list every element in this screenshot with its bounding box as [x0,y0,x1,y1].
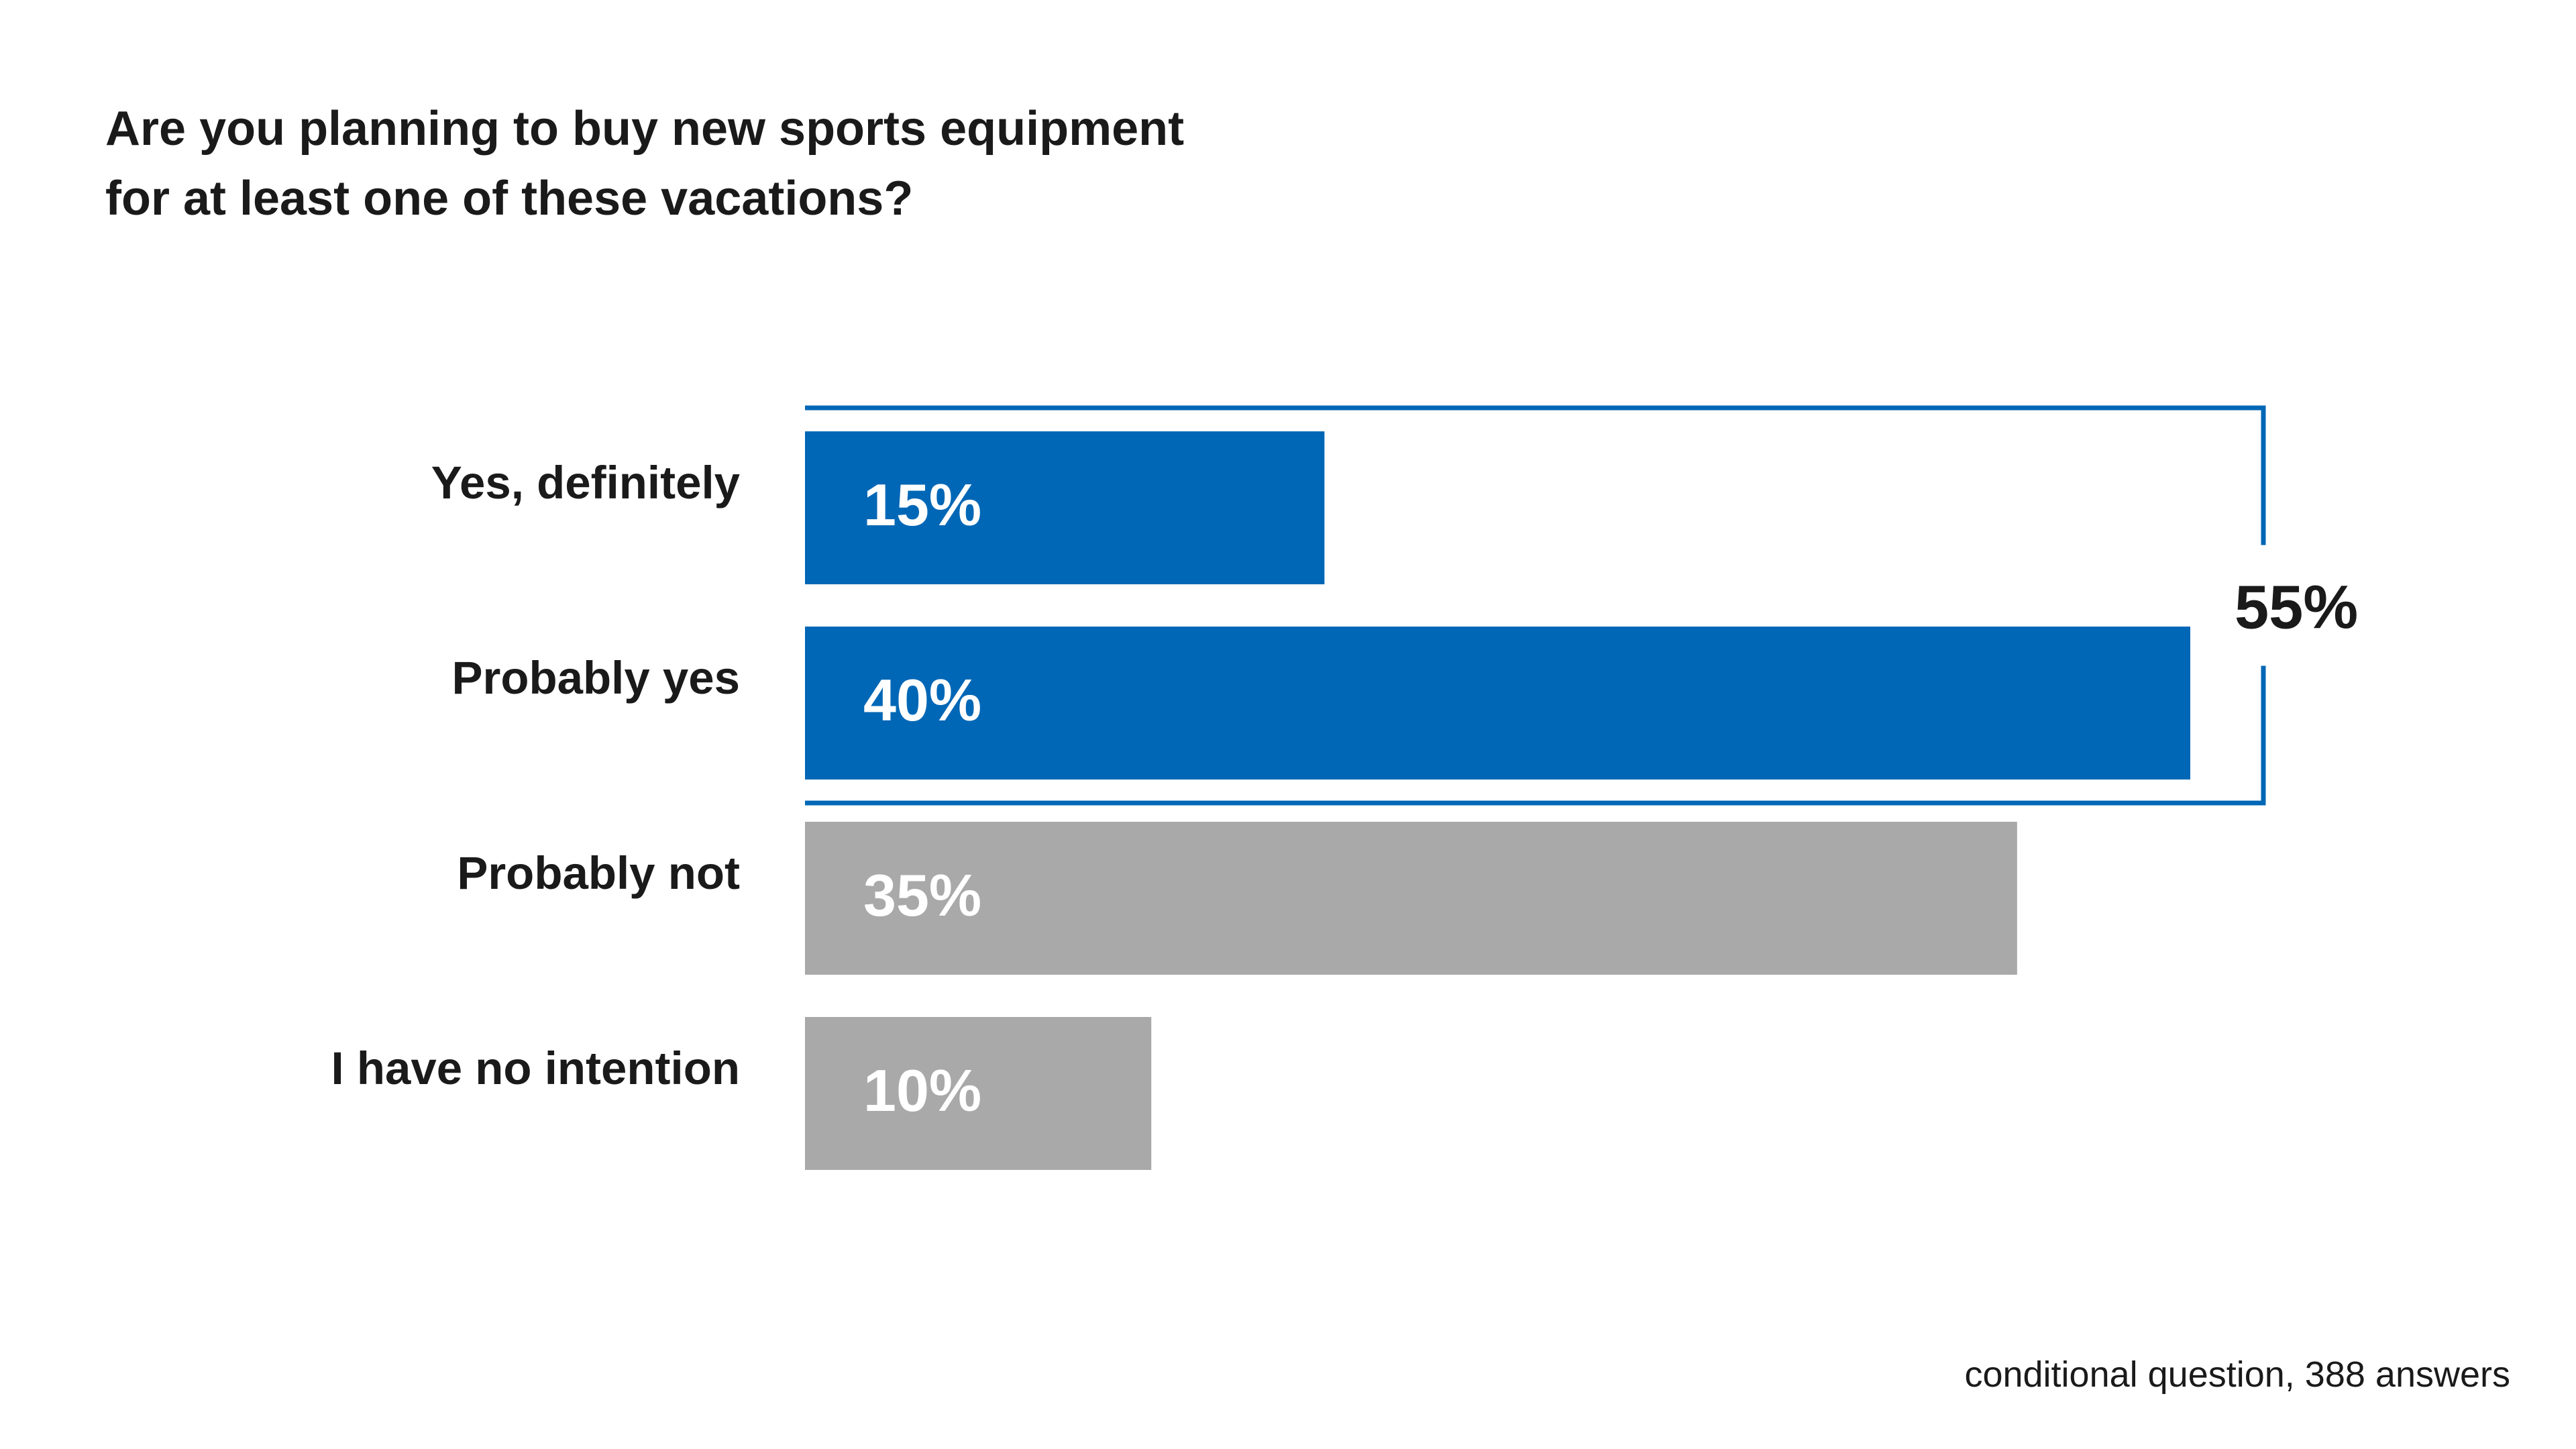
bar-3 [805,822,2017,975]
value-label-4: 10% [863,1057,981,1124]
bracket-total-label: 55% [2235,574,2358,642]
footnote: conditional question, 388 answers [1964,1354,2510,1395]
title-line-2: for at least one of these vacations? [105,172,914,225]
value-label-1: 15% [863,472,981,538]
bracket-upper [805,405,2266,545]
category-label-3: Probably not [457,847,740,899]
category-label-2: Probably yes [451,652,740,704]
chart-title: Are you planning to buy new sports equip… [105,94,1184,233]
bar-2 [805,627,2190,780]
value-label-3: 35% [863,862,981,928]
category-label-4: I have no intention [331,1042,740,1094]
bar-4 [805,1017,1152,1170]
category-label-1: Yes, definitely [431,457,740,508]
title-line-1: Are you planning to buy new sports equip… [105,102,1185,156]
value-label-2: 40% [863,667,981,733]
bracket-lower [805,665,2266,806]
bar-1 [805,431,1325,584]
